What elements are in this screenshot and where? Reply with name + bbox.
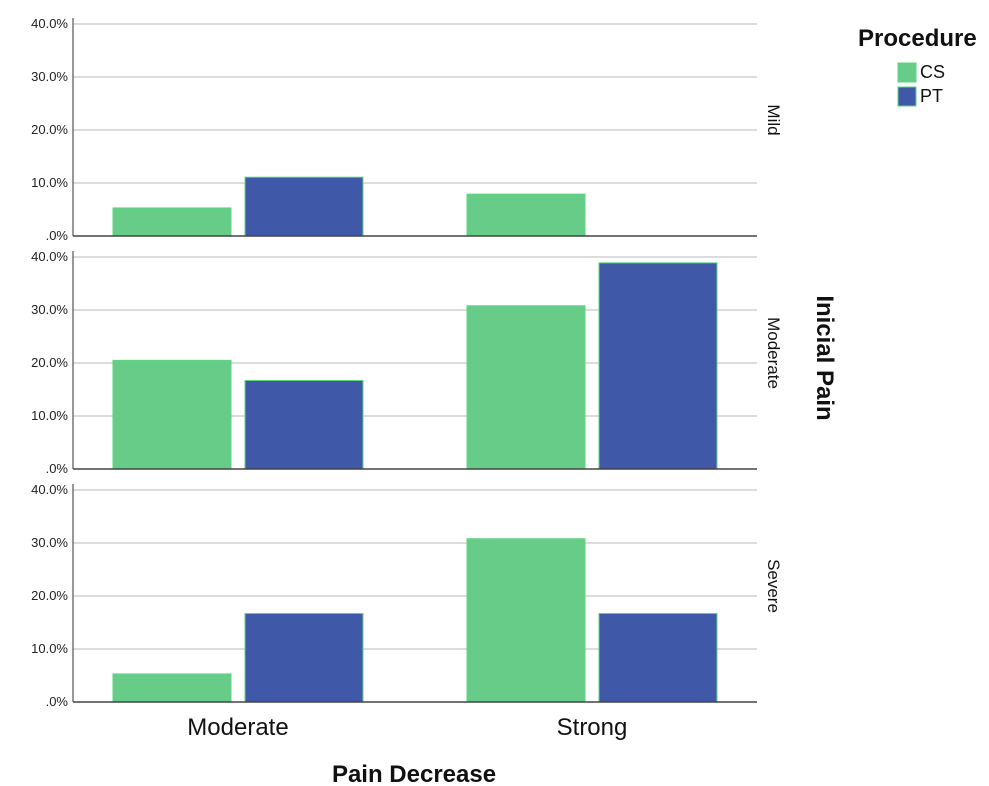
y-tick-label: 10.0% [31, 175, 68, 190]
bar-cs-strong [466, 193, 586, 237]
facet-label: Moderate [764, 317, 783, 389]
bar-pt-moderate [244, 612, 364, 703]
legend-title: Procedure [858, 25, 977, 52]
y-tick-label: 30.0% [31, 302, 68, 317]
bar-cs-moderate [112, 673, 232, 703]
x-axis-title: Pain Decrease [332, 761, 496, 786]
legend-swatch [897, 62, 917, 83]
bar-pt-strong [598, 612, 718, 703]
legend-entry: CS [920, 62, 945, 82]
x-category-label: Moderate [187, 714, 288, 741]
bar-pt-moderate [244, 379, 364, 470]
y-tick-label: 40.0% [31, 16, 68, 31]
y-tick-label: .0% [46, 461, 69, 476]
legend-swatch [897, 86, 917, 107]
y-tick-label: 10.0% [31, 408, 68, 423]
panel-moderate: .0% 10.0% 20.0% 30.0% 40.0% Moderate [31, 249, 783, 476]
y-tick-label: 10.0% [31, 641, 68, 656]
legend-entry: PT [920, 86, 943, 106]
facet-label: Severe [764, 559, 783, 613]
x-category-label: Strong [557, 714, 628, 741]
panel-mild: .0% 10.0% 20.0% 30.0% 40.0% Mild [31, 16, 783, 243]
legend: Procedure CS PT [858, 25, 977, 107]
y-tick-label: 20.0% [31, 588, 68, 603]
y-tick-label: .0% [46, 228, 69, 243]
y-tick-label: 20.0% [31, 355, 68, 370]
bar-pt-strong [598, 262, 718, 470]
y-tick-label: .0% [46, 694, 69, 709]
bar-pt-moderate [244, 176, 364, 237]
bar-cs-strong [466, 305, 586, 470]
bar-cs-strong [466, 538, 586, 703]
bar-cs-moderate [112, 207, 232, 237]
facet-label: Mild [764, 104, 783, 135]
y-tick-label: 20.0% [31, 122, 68, 137]
row-facet-title: Inicial Pain [811, 295, 838, 420]
x-category-labels: Moderate Strong [187, 714, 627, 741]
panel-severe: .0% 10.0% 20.0% 30.0% 40.0% Severe [31, 482, 783, 709]
y-tick-label: 30.0% [31, 535, 68, 550]
bar-cs-moderate [112, 359, 232, 470]
y-tick-label: 30.0% [31, 69, 68, 84]
y-tick-label: 40.0% [31, 249, 68, 264]
y-tick-label: 40.0% [31, 482, 68, 497]
chart-panels: .0% 10.0% 20.0% 30.0% 40.0% Mild .0% 10.0% 20.0%… [31, 16, 783, 709]
